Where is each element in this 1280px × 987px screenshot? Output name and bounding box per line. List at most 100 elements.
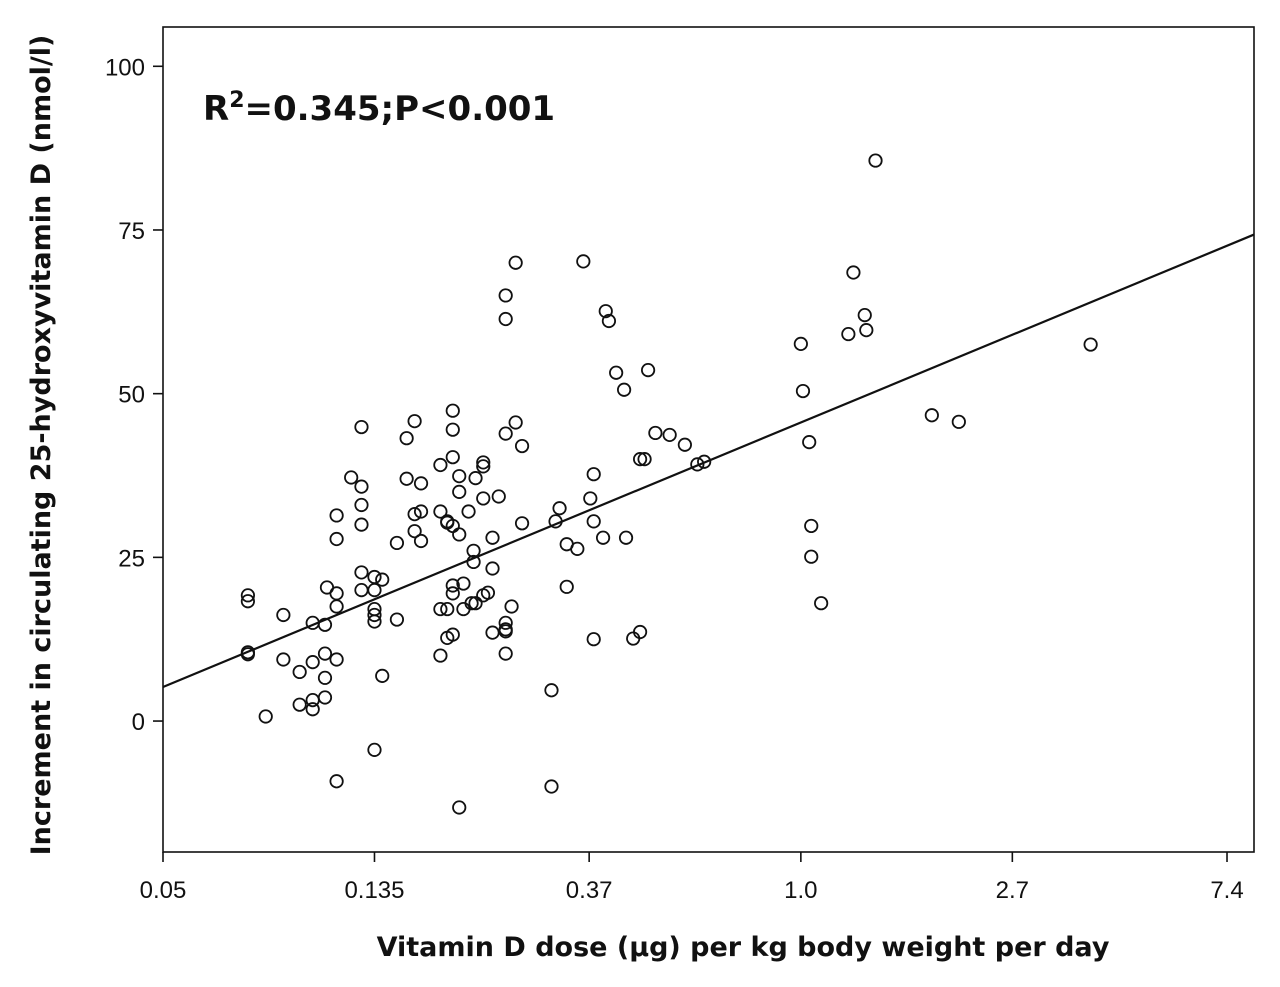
data-point (329, 508, 344, 523)
y-tick-label: 100 (105, 54, 145, 81)
data-point (413, 504, 429, 519)
data-point (841, 326, 856, 342)
data-point (559, 579, 574, 594)
data-point (804, 549, 819, 564)
data-point (690, 457, 705, 472)
x-tick-label: 0.05 (140, 877, 187, 904)
data-point (548, 514, 563, 529)
y-axis-title: Increment in circulating 25-hydroxyvitam… (26, 35, 57, 856)
data-point (814, 596, 829, 611)
data-point (586, 514, 601, 529)
data-point (485, 625, 500, 640)
data-point (476, 459, 491, 474)
data-point (456, 576, 471, 591)
data-point (452, 800, 467, 815)
data-point (498, 646, 513, 661)
data-point (586, 467, 601, 482)
data-point (514, 438, 530, 454)
data-point (498, 288, 513, 303)
data-point (609, 365, 624, 380)
x-tick-label: 0.135 (344, 877, 404, 904)
data-point (868, 153, 883, 168)
data-point (595, 530, 611, 545)
data-point (859, 323, 874, 338)
regression-line (162, 233, 1255, 689)
data-point (240, 594, 256, 609)
data-point (258, 709, 273, 724)
data-point (466, 554, 481, 570)
data-point (924, 408, 939, 423)
plot-frame (162, 26, 1255, 853)
data-point (491, 489, 506, 504)
x-tick-label: 2.7 (996, 877, 1029, 904)
data-point (367, 742, 382, 757)
data-point (445, 578, 460, 593)
data-point (445, 627, 460, 642)
data-point (544, 779, 559, 794)
data-point (586, 632, 601, 647)
data-point (433, 457, 448, 473)
data-point (445, 403, 460, 418)
data-point (514, 516, 530, 531)
data-point (498, 624, 513, 639)
data-point (354, 479, 369, 494)
data-point (354, 565, 369, 580)
data-point (367, 614, 382, 629)
data-point (329, 531, 344, 547)
data-point (433, 504, 448, 519)
data-point (468, 471, 483, 486)
data-point (452, 527, 467, 542)
data-point (305, 655, 320, 670)
data-point (618, 530, 634, 545)
data-point (399, 471, 414, 486)
data-point (375, 572, 390, 587)
data-point (476, 455, 491, 470)
x-tick-label: 1.0 (784, 877, 817, 904)
data-point (485, 561, 500, 576)
data-point (292, 664, 307, 680)
data-point (464, 596, 479, 611)
y-tick-label: 50 (118, 382, 145, 409)
data-point (617, 382, 632, 397)
data-point (480, 585, 496, 600)
data-point (552, 501, 567, 516)
data-point (276, 607, 291, 623)
data-point (292, 697, 307, 712)
data-point (413, 476, 429, 491)
data-point (399, 431, 414, 446)
data-point (662, 427, 677, 443)
y-tick-label: 0 (132, 709, 145, 736)
data-point (317, 670, 333, 685)
data-point (461, 504, 476, 519)
data-point (1083, 337, 1098, 352)
data-point (795, 383, 811, 399)
data-point (570, 541, 585, 556)
data-point (367, 569, 382, 585)
data-point (857, 307, 872, 323)
data-point (632, 624, 648, 640)
data-point (354, 582, 369, 598)
r-squared-annotation: R2=0.345;P<0.001 (203, 88, 555, 129)
data-point (697, 454, 712, 469)
data-point (375, 668, 390, 683)
data-point (498, 311, 513, 327)
data-point (951, 414, 966, 429)
data-point (677, 437, 692, 452)
data-point (407, 414, 422, 429)
data-point (305, 702, 320, 717)
data-point (648, 425, 663, 441)
data-point (367, 607, 382, 623)
data-point (433, 648, 448, 663)
data-point (452, 469, 467, 484)
data-point (407, 507, 422, 522)
data-point (240, 647, 256, 662)
data-point (804, 518, 819, 534)
data-point (504, 599, 519, 614)
data-point (367, 582, 382, 598)
data-point (329, 586, 344, 601)
data-point (846, 265, 861, 280)
data-point (354, 517, 369, 532)
data-point (583, 491, 598, 506)
y-tick-label: 25 (118, 545, 145, 572)
